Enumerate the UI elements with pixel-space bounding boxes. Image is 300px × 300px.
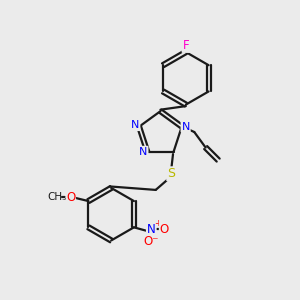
Text: O: O	[160, 223, 169, 236]
Text: +: +	[154, 219, 161, 228]
Text: S: S	[167, 167, 175, 180]
Text: N: N	[131, 120, 140, 130]
Text: N: N	[139, 147, 148, 157]
Text: N: N	[147, 223, 156, 236]
Text: F: F	[182, 39, 189, 52]
Text: CH₃: CH₃	[48, 193, 67, 202]
Text: O⁻: O⁻	[143, 235, 159, 248]
Text: N: N	[182, 122, 190, 132]
Text: O: O	[66, 191, 75, 204]
